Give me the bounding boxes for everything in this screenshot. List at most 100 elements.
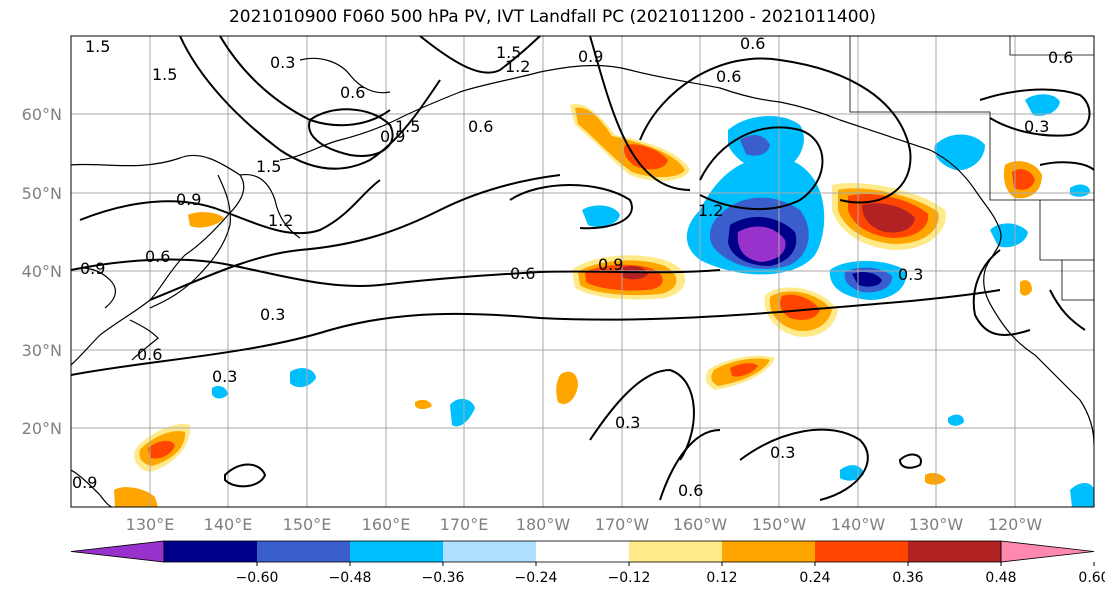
contour-label: 1.5 [152, 65, 177, 84]
positive-anomaly-4c [780, 294, 820, 320]
colorbar-tick-label: 0.60 [1078, 570, 1105, 586]
contour-label: 1.5 [85, 37, 110, 56]
contour-label: 0.6 [510, 264, 535, 283]
colorbar-segment [815, 541, 909, 562]
negative-anomaly-11 [1070, 483, 1094, 507]
negative-anomaly-14 [948, 414, 964, 426]
contour-label: 0.3 [270, 53, 295, 72]
colorbar-segment [629, 541, 723, 562]
contour-label: 1.5 [256, 157, 281, 176]
lon-label: 140°E [204, 515, 253, 534]
contour-label: 0.3 [1024, 117, 1049, 136]
negative-anomaly-1d [737, 226, 786, 262]
positive-anomaly-11 [1020, 280, 1032, 296]
latitude-labels: 60°N 50°N 40°N 30°N 20°N [22, 105, 62, 438]
contour-label: 0.3 [770, 443, 795, 462]
lat-label: 40°N [22, 262, 62, 281]
pv-contours [71, 36, 1094, 501]
contour-label: 1.2 [505, 57, 530, 76]
contour-label: 0.3 [260, 305, 285, 324]
contour-label: 0.9 [380, 127, 405, 146]
contour-label: 0.6 [137, 345, 162, 364]
negative-anomaly-13 [212, 386, 228, 399]
negative-anomaly-7 [582, 205, 620, 227]
colorbar-segment [908, 541, 1002, 562]
lat-label: 20°N [22, 419, 62, 438]
contour-label: 0.9 [598, 255, 623, 274]
negative-anomaly-3c [852, 272, 882, 287]
longitude-labels: 130°E 140°E 150°E 160°E 170°E 180°W 170°… [126, 515, 1043, 534]
colorbar-tick-label: 0.24 [799, 570, 830, 586]
lon-label: 160°W [673, 515, 728, 534]
colorbar-segment [164, 541, 258, 562]
colorbar-tick-label: 0.12 [706, 570, 737, 586]
lat-label: 60°N [22, 105, 62, 124]
colorbar-frame [163, 540, 1002, 563]
contour-label: 0.9 [578, 47, 603, 66]
lon-label: 160°E [362, 515, 411, 534]
colorbar-tick-label: −0.36 [422, 570, 465, 586]
colorbar-extend-high [1000, 540, 1095, 563]
negative-anomaly-10 [290, 368, 316, 388]
positive-anomaly-7c [730, 363, 758, 377]
contour-label: 1.5 [496, 43, 521, 62]
colorbar-segment [257, 541, 351, 562]
contour-label: 0.6 [1048, 48, 1073, 67]
contour-label: 0.3 [898, 265, 923, 284]
contour-label: 1.2 [698, 201, 723, 220]
lon-label: 170°W [595, 515, 650, 534]
ivt-pc-shading [114, 94, 1094, 507]
lon-label: 150°E [283, 515, 332, 534]
colorbar-tick-label: −0.48 [329, 570, 372, 586]
negative-anomaly-2b [740, 135, 770, 156]
borders [849, 36, 1094, 301]
colorbar: −0.60 −0.48 −0.36 −0.24 −0.12 0.12 0.24 0.36 0.4… [70, 540, 1105, 586]
contour-label: 0.9 [80, 259, 105, 278]
colorbar-segment [350, 541, 444, 562]
lon-label: 180°W [516, 515, 571, 534]
positive-anomaly-8 [556, 371, 578, 405]
negative-anomaly-6 [1025, 94, 1060, 116]
colorbar-tick-label: −0.12 [608, 570, 651, 586]
lat-label: 50°N [22, 184, 62, 203]
coastlines [71, 57, 1094, 507]
contour-label: 0.6 [740, 34, 765, 53]
contour-label: 1.2 [268, 211, 293, 230]
positive-anomaly-10 [188, 212, 224, 228]
map-title: 2021010900 F060 500 hPa PV, IVT Landfall… [228, 7, 876, 27]
colorbar-tick-label: 0.48 [985, 570, 1016, 586]
negative-anomaly-4 [934, 134, 985, 171]
contour-label: 0.3 [615, 413, 640, 432]
contour-labels: 1.5 1.5 0.3 0.6 0.9 1.5 1.2 0.9 0.6 0.6 … [72, 34, 1073, 500]
negative-anomaly-9 [450, 398, 475, 427]
contour-label: 0.6 [145, 247, 170, 266]
positive-anomaly-6c [148, 440, 175, 459]
colorbar-segment [722, 541, 816, 562]
contour-label: 0.9 [176, 190, 201, 209]
colorbar-segment [443, 541, 537, 562]
lon-label: 130°E [126, 515, 175, 534]
contour-label: 0.9 [72, 473, 97, 492]
positive-anomaly-5b [1012, 169, 1035, 190]
contour-label: 0.3 [212, 367, 237, 386]
colorbar-tick-label: 0.36 [892, 570, 923, 586]
lon-label: 140°W [831, 515, 886, 534]
map-frame [70, 35, 1095, 508]
contour-label: 0.6 [340, 83, 365, 102]
colorbar-extend-low [70, 540, 165, 563]
lon-label: 170°E [440, 515, 489, 534]
positive-anomaly-3d [862, 203, 915, 233]
lon-label: 130°W [909, 515, 964, 534]
contour-label: 1.5 [395, 117, 420, 136]
lon-label: 120°W [988, 515, 1043, 534]
negative-anomaly-8 [1070, 184, 1090, 197]
colorbar-segment [536, 541, 630, 562]
positive-anomaly-9 [114, 487, 158, 507]
colorbar-tick-label: −0.24 [515, 570, 558, 586]
positive-anomaly-2c [624, 144, 668, 170]
positive-anomaly-13 [415, 399, 432, 409]
lat-label: 30°N [22, 341, 62, 360]
contour-label: 0.6 [678, 481, 703, 500]
contour-label: 0.6 [468, 117, 493, 136]
